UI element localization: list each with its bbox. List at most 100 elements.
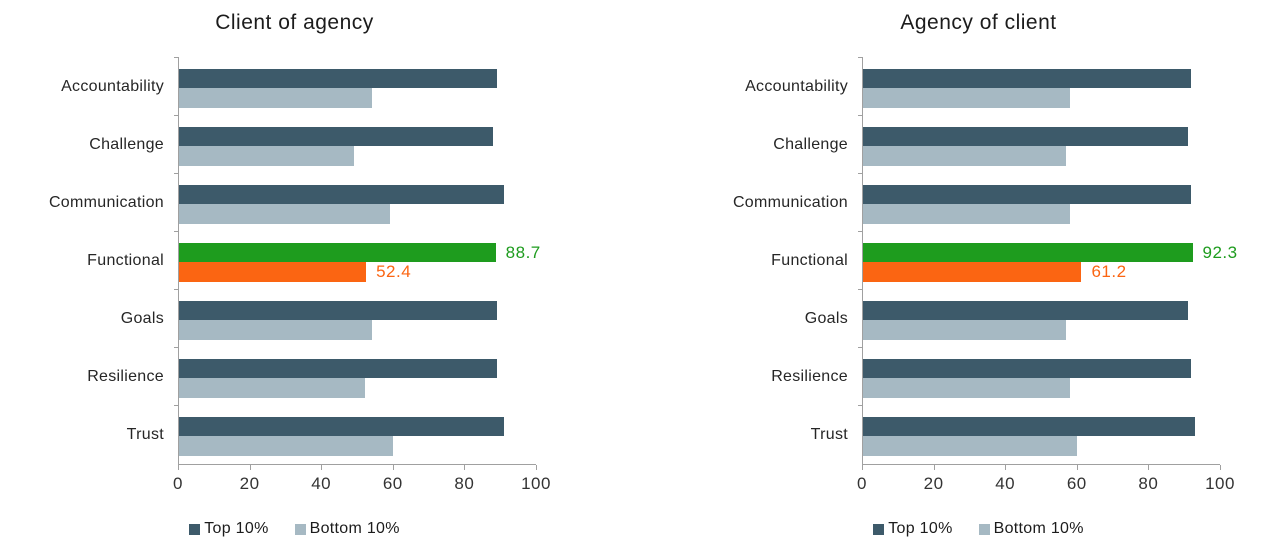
axis-tick: [858, 231, 863, 232]
bar-track: [179, 320, 536, 340]
plot-area: Accountability Challenge Communication Func…: [706, 57, 1251, 464]
bar-track: [863, 88, 1220, 108]
top-10-bar: [863, 359, 1192, 378]
bar-group: [174, 57, 536, 116]
x-axis-tick-label: 100: [1205, 474, 1235, 493]
category-label: Accountability: [745, 78, 848, 95]
x-axis-tick-label: 80: [1138, 474, 1159, 493]
top-10-bar: [863, 69, 1192, 88]
x-axis-tick: [249, 465, 251, 470]
bar-track: [863, 301, 1220, 320]
bar-group: [858, 289, 1220, 348]
x-axis-tick: [392, 465, 394, 470]
top-10-bar: [179, 127, 494, 146]
category-row: Functional 88.7 52.4: [22, 231, 567, 290]
category-label: Trust: [126, 426, 164, 443]
category-row: Goals: [706, 289, 1251, 348]
axis-tick: [174, 347, 179, 348]
category-row: Challenge: [706, 115, 1251, 174]
axis-tick: [174, 405, 179, 406]
bottom-10-bar-highlight: [179, 262, 367, 282]
bar-track: [179, 204, 536, 224]
x-axis-tick-label: 20: [923, 474, 944, 493]
bar-track: [863, 127, 1220, 146]
bar-group: 92.3 61.2: [858, 231, 1237, 290]
bottom-10-bar: [179, 88, 372, 108]
legend-swatch-icon: [189, 523, 201, 535]
category-row: Goals: [22, 289, 567, 348]
x-axis-tick: [464, 465, 466, 470]
bar-track: [179, 301, 536, 320]
category-label: Communication: [48, 194, 164, 211]
data-label: 52.4: [376, 262, 412, 281]
x-axis-tick: [178, 465, 179, 470]
category-row: Functional 92.3 61.2: [706, 231, 1251, 290]
bar-track: [179, 417, 536, 436]
x-axis-tick-label: 80: [454, 474, 475, 493]
bar-track: [179, 436, 536, 456]
legend-swatch-icon: [978, 523, 990, 535]
x-axis-tick-label: 40: [311, 474, 332, 493]
x-axis-tick: [1148, 465, 1150, 470]
bar-track: [863, 436, 1220, 456]
top-10-bar: [179, 69, 497, 88]
x-axis-tick-label: 60: [1066, 474, 1087, 493]
bar-track: [863, 359, 1220, 378]
bottom-10-bar: [863, 378, 1071, 398]
top-10-bar: [179, 185, 504, 204]
bottom-10-bar: [179, 320, 372, 340]
x-axis: 0 20 40 60 80 100: [173, 464, 550, 498]
bar-group: [174, 115, 536, 174]
bottom-10-bar: [863, 88, 1071, 108]
axis-tick: [174, 231, 179, 232]
category-label: Resilience: [87, 368, 164, 385]
bottom-10-bar: [179, 146, 354, 166]
category-label: Goals: [804, 310, 848, 327]
legend-item-top-10: Top 10%: [189, 520, 268, 538]
legend: Top 10% Bottom 10%: [706, 520, 1251, 538]
x-axis-tick: [862, 465, 863, 470]
top-10-bar: [863, 185, 1192, 204]
bar-group: [174, 289, 536, 348]
legend-item-top-10: Top 10%: [873, 520, 952, 538]
chart-client-of-agency: Client of agency Accountability Challenge…: [22, 0, 567, 558]
category-label: Accountability: [61, 78, 164, 95]
axis-tick: [858, 405, 863, 406]
bottom-10-bar: [179, 204, 390, 224]
category-label: Challenge: [773, 136, 848, 153]
axis-tick: [858, 173, 863, 174]
bar-group: [174, 173, 536, 232]
top-10-bar: [863, 417, 1195, 436]
axis-tick: [858, 347, 863, 348]
top-10-bar: [179, 301, 497, 320]
top-10-bar: [863, 127, 1188, 146]
bar-track: [179, 359, 536, 378]
category-row: Resilience: [706, 347, 1251, 406]
bar-group: [174, 405, 536, 464]
bar-track: [863, 417, 1220, 436]
legend-swatch-icon: [873, 523, 885, 535]
x-axis-tick: [1220, 465, 1221, 470]
bar-track: [179, 127, 536, 146]
chart-agency-of-client: Agency of client Accountability Challenge…: [706, 0, 1251, 558]
bar-group: [858, 405, 1220, 464]
x-axis-tick: [1005, 465, 1007, 470]
chart-title: Agency of client: [900, 11, 1057, 34]
legend-item-bottom-10: Bottom 10%: [978, 520, 1084, 538]
bar-track: [179, 378, 536, 398]
bar-group: [858, 347, 1220, 406]
bar-group: [858, 115, 1220, 174]
bar-track: [863, 185, 1220, 204]
bottom-10-bar: [863, 204, 1071, 224]
legend-label: Top 10%: [204, 520, 269, 537]
top-10-bar: [179, 417, 504, 436]
bar-group: 88.7 52.4: [174, 231, 540, 290]
axis-tick: [858, 115, 863, 116]
legend: Top 10% Bottom 10%: [22, 520, 567, 538]
category-row: Communication: [22, 173, 567, 232]
bottom-10-bar-highlight: [863, 262, 1082, 282]
x-axis-tick-label: 100: [521, 474, 551, 493]
legend-label: Bottom 10%: [993, 520, 1084, 537]
bar-track: [863, 146, 1220, 166]
